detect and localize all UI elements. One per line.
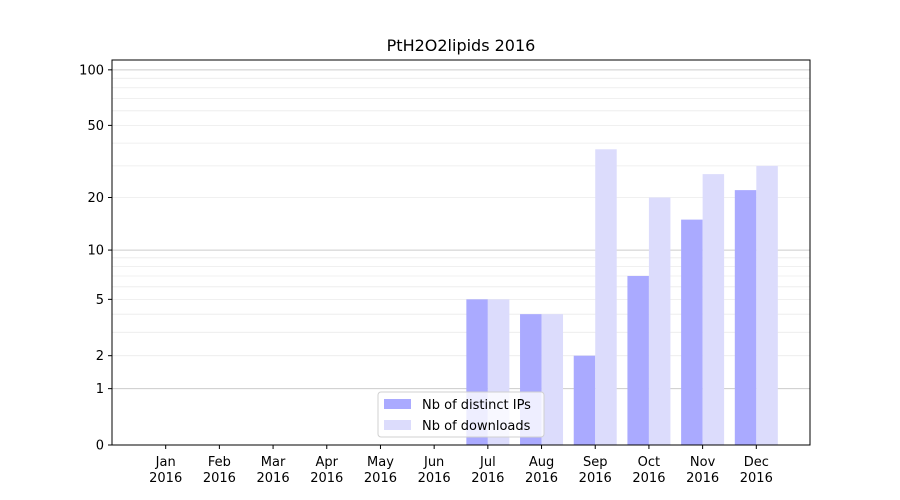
- x-tick-label: Dec 2016: [740, 455, 773, 486]
- bar: [756, 165, 778, 445]
- x-tick-label: Jan 2016: [149, 455, 182, 486]
- y-tick-label: 20: [87, 191, 104, 206]
- bar: [573, 355, 596, 445]
- x-tick-label: Nov 2016: [686, 455, 719, 486]
- bar: [734, 190, 757, 445]
- y-tick-label: 5: [96, 293, 104, 308]
- x-tick-label: Jul 2016: [471, 455, 504, 486]
- y-tick-label: 1: [96, 382, 104, 397]
- legend-swatch: [384, 420, 411, 430]
- y-tick-label: 10: [87, 244, 104, 259]
- bar: [541, 314, 564, 445]
- bar: [702, 174, 725, 445]
- x-tick-label: Mar 2016: [257, 455, 290, 486]
- x-tick-label: Jun 2016: [418, 455, 451, 486]
- chart-title: PtH2O2lipids 2016: [387, 36, 536, 55]
- y-tick-label: 100: [79, 63, 104, 78]
- bar: [627, 275, 649, 445]
- legend-box: [377, 391, 545, 438]
- bar: [681, 219, 703, 445]
- x-tick-label: Aug 2016: [525, 455, 558, 486]
- bar: [648, 197, 671, 445]
- y-tick-label: 0: [96, 439, 104, 454]
- x-tick-label: Feb 2016: [203, 455, 236, 486]
- plot-frame: [111, 59, 811, 446]
- x-tick-label: May 2016: [364, 455, 397, 486]
- x-tick-label: Sep 2016: [579, 455, 612, 486]
- x-tick-label: Apr 2016: [310, 455, 343, 486]
- bar: [595, 149, 617, 445]
- legend-swatch: [384, 399, 411, 409]
- y-tick-label: 50: [87, 119, 104, 134]
- x-tick-label: Oct 2016: [632, 455, 665, 486]
- legend-label: Nb of distinct IPs: [422, 398, 531, 413]
- legend-label: Nb of downloads: [422, 419, 531, 434]
- y-tick-label: 2: [96, 349, 104, 364]
